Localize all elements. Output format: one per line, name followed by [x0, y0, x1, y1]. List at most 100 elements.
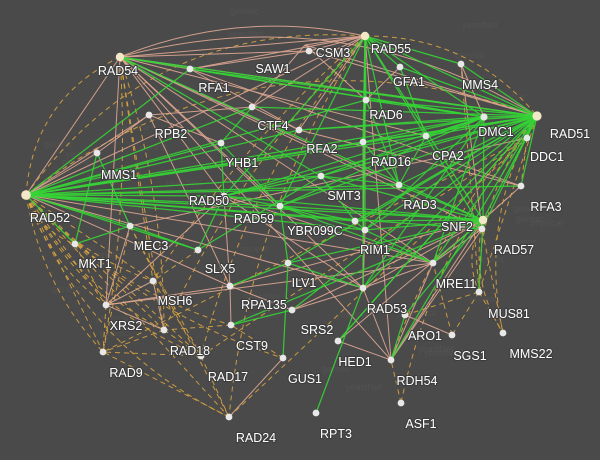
- watermark-text: physical: [96, 314, 129, 324]
- graph-edge-yeastNet: [398, 135, 427, 186]
- graph-node-rdh54[interactable]: [387, 356, 395, 364]
- graph-edge-yeastNet: [279, 205, 434, 264]
- graph-node-mus81[interactable]: [475, 288, 483, 296]
- graph-edge-physical: [362, 219, 484, 289]
- graph-edge-genetic: [520, 137, 528, 187]
- graph-node-aro1[interactable]: [401, 311, 409, 319]
- watermark-text: yeastNet: [490, 92, 526, 102]
- graph-node-cpa2[interactable]: [422, 132, 430, 140]
- graph-node-rad6[interactable]: [362, 96, 370, 104]
- graph-node-rpb2[interactable]: [145, 111, 153, 119]
- graph-node-rpt3[interactable]: [312, 409, 320, 417]
- graph-node-msh6[interactable]: [149, 277, 157, 285]
- graph-node-rad24[interactable]: [225, 413, 233, 421]
- graph-node-yhb1[interactable]: [217, 139, 225, 147]
- graph-node-sgs1[interactable]: [448, 331, 456, 339]
- graph-node-rad17[interactable]: [197, 352, 205, 360]
- graph-edge-yeastNet: [354, 219, 484, 222]
- graph-node-asf1[interactable]: [397, 399, 405, 407]
- graph-node-mms22[interactable]: [499, 329, 507, 337]
- graph-node-rad9[interactable]: [99, 348, 107, 356]
- graph-node-ybr099c[interactable]: [351, 217, 359, 225]
- graph-node-mms1[interactable]: [93, 149, 101, 157]
- graph-edge-physical: [460, 63, 483, 230]
- graph-node-mkt1[interactable]: [71, 240, 79, 248]
- watermark-text: physical: [404, 308, 437, 318]
- graph-node-rfa1[interactable]: [186, 65, 194, 73]
- graph-node-label-rpb2: RPB2: [155, 127, 188, 141]
- graph-node-rad50[interactable]: [220, 192, 228, 200]
- graph-node-ilv1[interactable]: [284, 259, 292, 267]
- graph-edge-physical: [362, 287, 392, 361]
- graph-edge-physical: [365, 66, 401, 101]
- graph-node-rad54[interactable]: [115, 52, 125, 62]
- graph-node-rad55[interactable]: [360, 31, 370, 41]
- graph-node-ctf4[interactable]: [248, 103, 256, 111]
- graph-node-gus1[interactable]: [279, 354, 287, 362]
- graph-node-dmc1[interactable]: [480, 113, 488, 121]
- graph-edge-yeastNet: [25, 135, 427, 196]
- graph-node-ddc1[interactable]: [523, 134, 531, 142]
- graph-node-label-mms1: MMS1: [101, 168, 137, 182]
- watermark-text: genetic: [476, 254, 506, 264]
- graph-node-smt3[interactable]: [317, 172, 325, 180]
- graph-node-label-hed1: HED1: [338, 355, 371, 369]
- graph-node-rad18[interactable]: [160, 326, 168, 334]
- graph-edge-yeastNet: [25, 106, 253, 196]
- node-layer[interactable]: [21, 31, 542, 421]
- graph-edge-yeastNet: [364, 35, 401, 68]
- graph-edge-physical: [105, 262, 434, 306]
- graph-node-label-gfa1: GFA1: [393, 75, 425, 89]
- graph-edge-yeastNet: [432, 219, 484, 264]
- graph-edge-yeastNet: [364, 116, 485, 231]
- graph-node-mms4[interactable]: [457, 60, 465, 68]
- graph-edge-yeastNet: [398, 184, 484, 221]
- graph-node-rfa2[interactable]: [295, 126, 303, 134]
- graph-node-rad16[interactable]: [359, 138, 367, 146]
- graph-edge-physical: [229, 285, 232, 326]
- graph-node-mec3[interactable]: [126, 222, 134, 230]
- graph-edge-yeastNet: [390, 115, 538, 361]
- watermark-text: genetic: [52, 284, 82, 294]
- graph-edge-yeastNet: [197, 175, 322, 251]
- graph-edge-genetic: [25, 194, 76, 245]
- graph-node-cst9[interactable]: [227, 321, 235, 329]
- watermark-text: genetic: [240, 244, 270, 254]
- graph-node-label-rim1: RIM1: [360, 243, 390, 257]
- graph-node-rad52[interactable]: [21, 190, 31, 200]
- graph-node-hed1[interactable]: [334, 337, 342, 345]
- graph-node-label-mus81: MUS81: [488, 307, 530, 321]
- graph-node-saw1[interactable]: [305, 47, 313, 55]
- graph-node-gfa1[interactable]: [396, 63, 404, 71]
- graph-node-rad3[interactable]: [395, 181, 403, 189]
- graph-edge-yeastNet: [74, 152, 98, 245]
- graph-edge-physical: [105, 285, 231, 306]
- graph-edge-physical: [148, 114, 231, 287]
- graph-edge-genetic: [460, 63, 480, 293]
- graph-node-rad51[interactable]: [532, 111, 542, 121]
- graph-node-srs2[interactable]: [288, 306, 296, 314]
- graph-node-snf2[interactable]: [478, 215, 488, 225]
- graph-node-rim1[interactable]: [361, 226, 369, 234]
- graph-edge-physical: [228, 357, 284, 418]
- watermark-text: genetic: [322, 364, 352, 374]
- graph-node-rpa135[interactable]: [226, 282, 234, 290]
- graph-node-xrs2[interactable]: [102, 301, 110, 309]
- graph-edge-genetic: [25, 194, 104, 353]
- graph-node-rad59[interactable]: [276, 202, 284, 210]
- watermark-text: yeastNet: [243, 114, 279, 124]
- graph-edge-genetic: [478, 291, 504, 334]
- graph-node-rad57[interactable]: [478, 225, 486, 233]
- graph-edge-yeastNet: [25, 194, 366, 231]
- graph-edge-physical: [119, 56, 392, 361]
- graph-node-label-rad17: RAD17: [208, 370, 248, 384]
- graph-node-label-ybr099c: YBR099C: [287, 224, 343, 238]
- graph-node-rad53[interactable]: [359, 284, 367, 292]
- graph-node-slx5[interactable]: [194, 246, 202, 254]
- graph-node-rfa3[interactable]: [517, 182, 525, 190]
- graph-edge-yeastNet: [320, 115, 538, 177]
- watermark-text: genetic: [395, 112, 425, 122]
- graph-node-mre11[interactable]: [429, 259, 437, 267]
